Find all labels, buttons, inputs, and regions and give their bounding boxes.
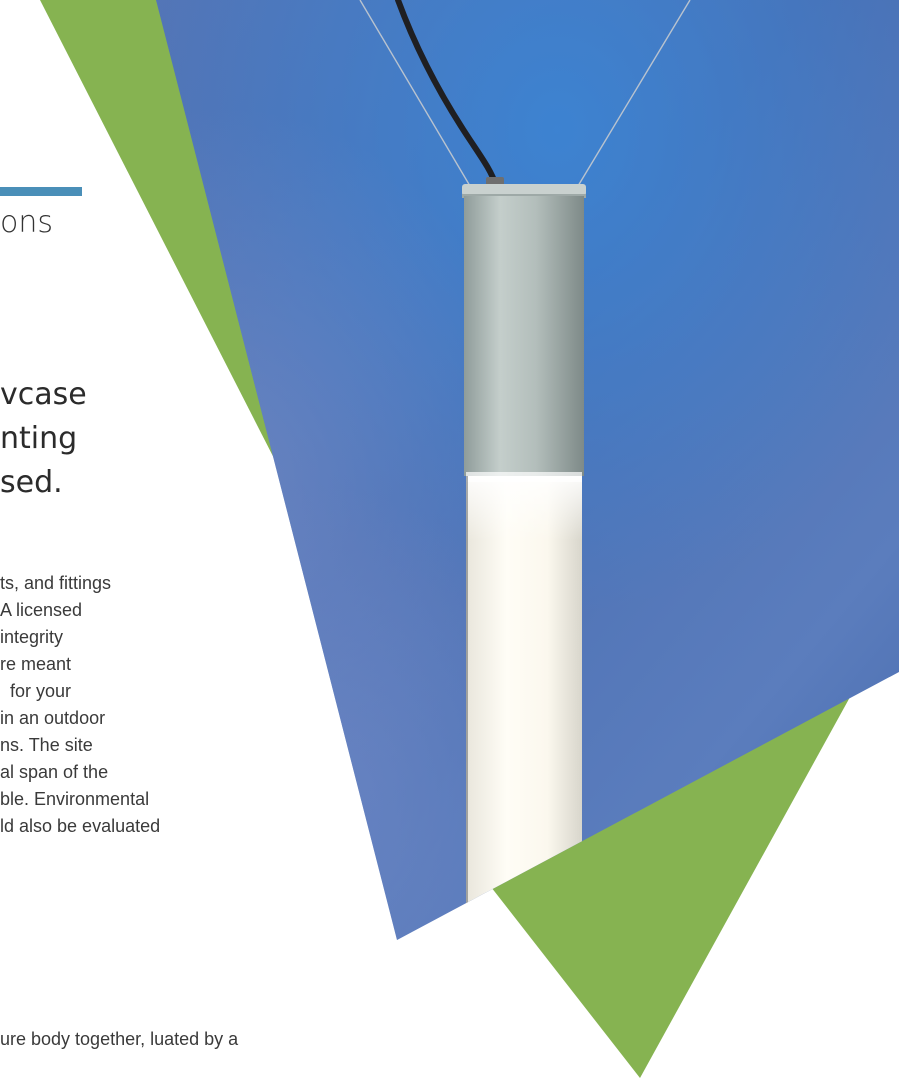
- body-line: re meant: [0, 654, 72, 674]
- headline: vcase nting sed.: [0, 373, 87, 505]
- body-line: luated by a: [150, 1029, 239, 1049]
- body-line: ld also be evaluated: [0, 816, 161, 836]
- headline-line: sed.: [0, 465, 63, 500]
- body-line: integrity: [0, 627, 64, 647]
- body-paragraph-2: ure body together, luated by a: [0, 1026, 238, 1053]
- body-line: A licensed: [0, 600, 83, 620]
- body-paragraph: ts, and fittings A licensed integrity re…: [0, 570, 160, 840]
- section-heading: ons: [0, 205, 53, 240]
- body-line: ure body together,: [0, 1029, 146, 1049]
- green-triangle-top: [40, 0, 280, 470]
- body-line: in an outdoor: [0, 708, 106, 728]
- green-triangle-bottom: [484, 688, 855, 1078]
- body-line: for your: [0, 681, 72, 701]
- accent-bar: [0, 187, 82, 196]
- headline-line: vcase: [0, 377, 87, 412]
- body-line: ns. The site: [0, 735, 93, 755]
- body-line: ts, and fittings: [0, 573, 112, 593]
- body-line: ble. Environmental: [0, 789, 150, 809]
- body-line: al span of the: [0, 762, 109, 782]
- headline-line: nting: [0, 421, 78, 456]
